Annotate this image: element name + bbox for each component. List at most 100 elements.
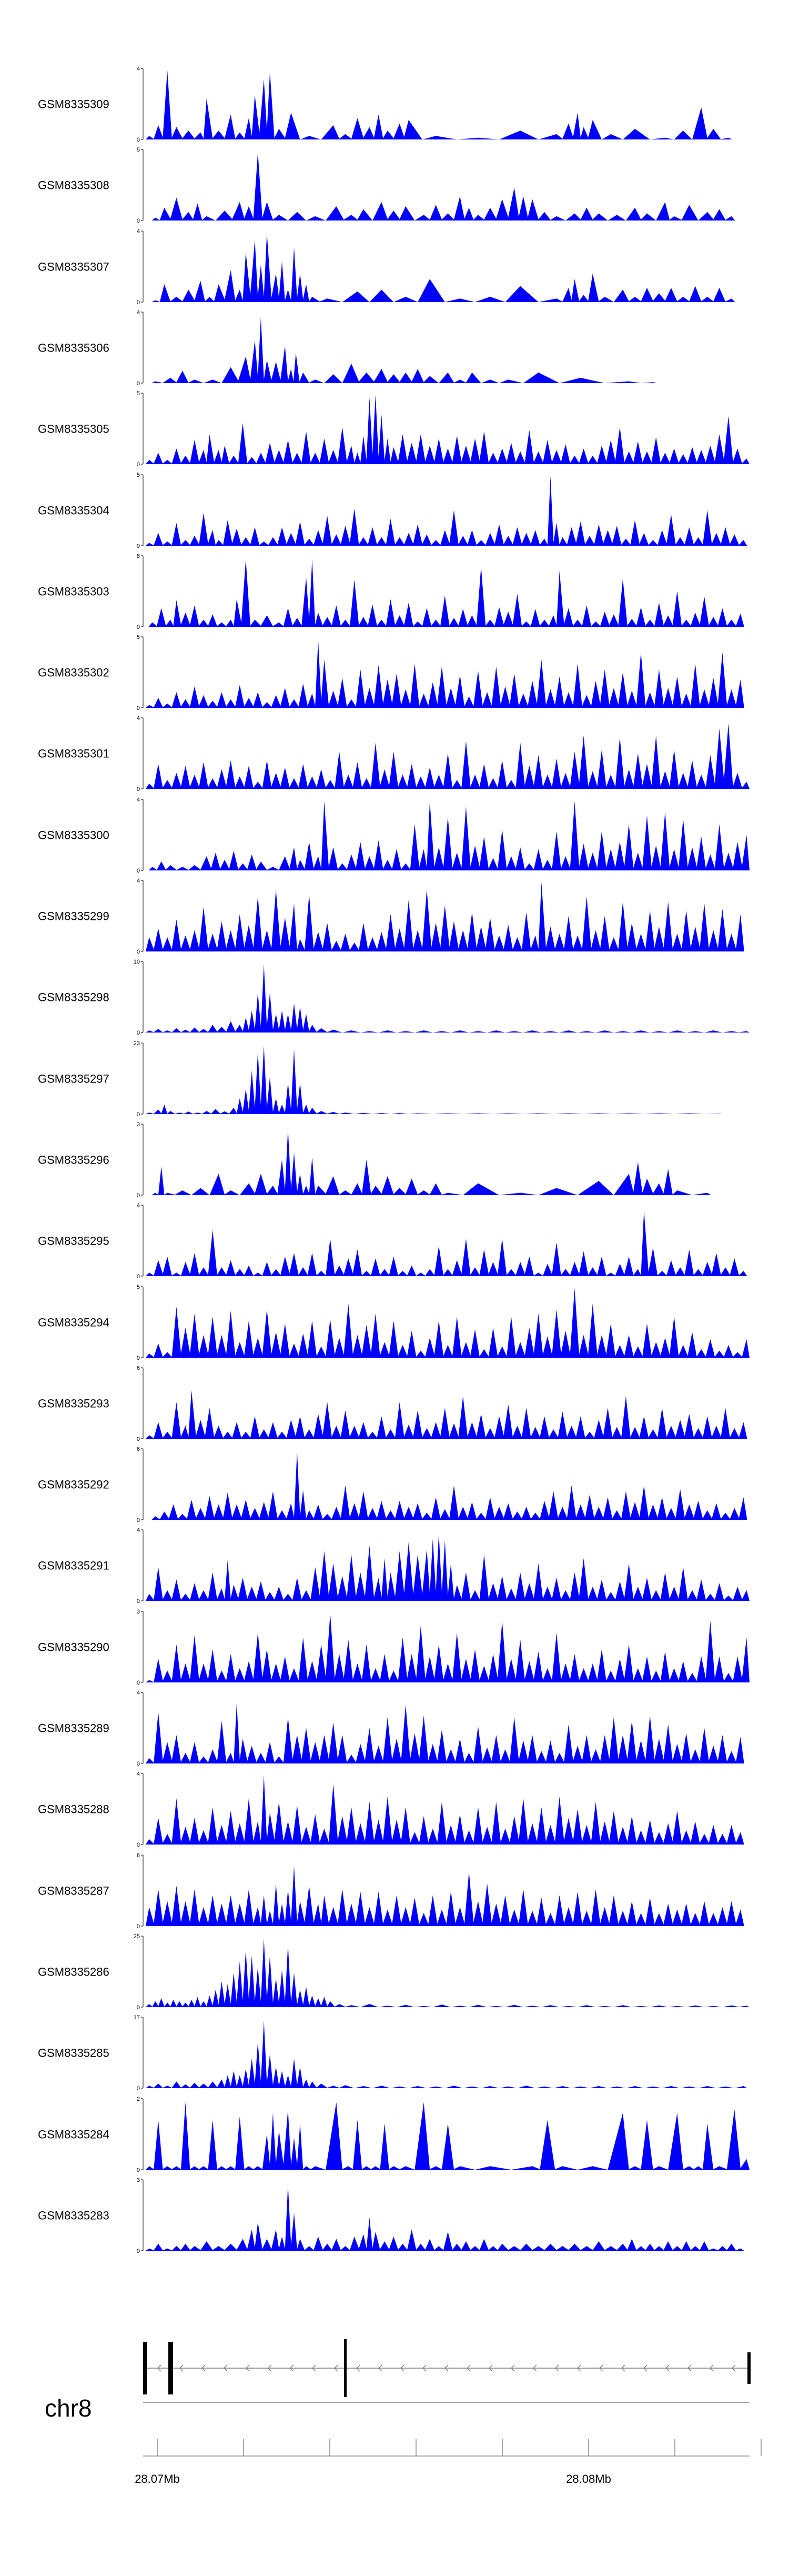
y-max-label: 4 [137,66,140,72]
track-name: GSM8335297 [38,1073,109,1086]
track-GSM8335304: GSM8335304 5 0 [38,472,747,549]
track-name: GSM8335298 [38,991,109,1004]
strand-arrow-icon [533,2364,537,2372]
y-min-label: 0 [137,1517,140,1523]
y-min-label: 0 [137,949,140,955]
y-max-label: 4 [137,1202,140,1209]
coverage-area [145,1938,750,2007]
y-min-label: 0 [137,2086,140,2092]
coverage-area [145,639,744,708]
y-min-label: 0 [137,299,140,306]
strand-arrow-icon [268,2364,272,2372]
coverage-area [145,964,750,1033]
y-min-label: 0 [137,1436,140,1442]
gene-exon [747,2352,751,2384]
track-name: GSM8335309 [38,98,109,111]
track-GSM8335308: GSM8335308 5 0 [38,147,735,224]
y-max-label: 4 [137,715,140,721]
y-max-label: 23 [134,1040,140,1047]
coverage-area [145,2184,744,2251]
track-name: GSM8335288 [38,1803,109,1816]
track-name: GSM8335299 [38,910,109,923]
strand-arrow-icon [290,2364,294,2372]
y-max-label: 2 [137,2096,140,2102]
strand-arrow-icon [643,2364,648,2372]
y-max-label: 5 [137,472,140,478]
gene-model-track [143,2339,751,2397]
coverage-area [145,394,750,464]
strand-arrow-icon [400,2364,404,2372]
y-min-label: 0 [137,1111,140,1118]
coverage-area [151,152,735,220]
chromosome-label: chr8 [45,2394,92,2422]
y-max-label: 6 [137,1365,140,1371]
y-max-label: 6 [137,1852,140,1859]
coverage-area [145,70,732,139]
track-name: GSM8335307 [38,260,109,274]
track-name: GSM8335296 [38,1154,109,1167]
track-GSM8335295: GSM8335295 4 0 [38,1202,747,1280]
track-GSM8335306: GSM8335306 4 0 [38,309,657,387]
coverage-area [145,723,750,789]
y-max-label: 5 [137,1284,140,1290]
strand-arrow-icon [511,2364,515,2372]
coverage-area [145,1775,744,1845]
track-name: GSM8335283 [38,2209,109,2222]
coverage-area [151,233,735,302]
strand-arrow-icon [444,2364,449,2372]
genome-axis-tick-label: 28.07Mb [135,2472,180,2485]
track-GSM8335284: GSM8335284 2 0 [38,2096,750,2173]
y-min-label: 0 [137,1355,140,1361]
strand-arrow-icon [555,2364,559,2372]
strand-arrow-icon [246,2364,250,2372]
y-max-label: 6 [137,1446,140,1452]
y-max-label: 3 [137,1121,140,1128]
track-GSM8335283: GSM8335283 3 0 [38,2177,744,2254]
y-min-label: 0 [137,624,140,630]
coverage-area [145,882,744,951]
coverage-area [148,559,744,627]
strand-arrow-icon [378,2364,382,2372]
strand-arrow-icon [710,2364,714,2372]
y-min-label: 0 [137,1923,140,1930]
track-GSM8335296: GSM8335296 3 0 [38,1121,711,1199]
track-name: GSM8335286 [38,1966,109,1979]
y-min-label: 0 [137,1680,140,1686]
y-max-label: 4 [137,878,140,884]
track-GSM8335302: GSM8335302 5 0 [38,634,744,711]
coverage-area [145,2021,747,2088]
track-GSM8335307: GSM8335307 4 0 [38,228,735,306]
y-min-label: 0 [137,1761,140,1767]
track-GSM8335289: GSM8335289 4 0 [38,1690,744,1767]
coverage-area [145,2102,750,2170]
track-name: GSM8335303 [38,585,109,598]
y-max-label: 5 [137,390,140,397]
y-min-label: 0 [137,1192,140,1199]
track-name: GSM8335301 [38,747,109,760]
strand-arrow-icon [621,2364,625,2372]
y-min-label: 0 [137,1842,140,1848]
y-min-label: 0 [137,543,140,549]
strand-arrow-icon [157,2364,161,2372]
coverage-tracks: GSM833530940GSM833530850GSM833530740GSM8… [38,66,750,2254]
track-name: GSM8335292 [38,1478,109,1491]
track-name: GSM8335308 [38,179,109,192]
track-GSM8335305: GSM8335305 5 0 [38,390,750,468]
strand-arrow-icon [179,2364,184,2372]
gene-exon [168,2342,173,2394]
track-GSM8335309: GSM8335309 4 0 [38,66,732,143]
strand-arrow-icon [467,2364,471,2372]
coverage-area [145,1288,750,1358]
y-max-label: 4 [137,1527,140,1533]
track-GSM8335299: GSM8335299 4 0 [38,878,744,955]
coverage-area [151,1129,711,1195]
coverage-area [145,476,747,546]
track-GSM8335287: GSM8335287 6 0 [38,1852,744,1930]
y-max-label: 5 [137,634,140,640]
coverage-area [145,1046,723,1114]
y-max-label: 4 [137,228,140,235]
track-GSM8335293: GSM8335293 6 0 [38,1365,747,1442]
track-name: GSM8335305 [38,423,109,436]
coverage-area [145,1613,750,1682]
y-min-label: 0 [137,1598,140,1605]
